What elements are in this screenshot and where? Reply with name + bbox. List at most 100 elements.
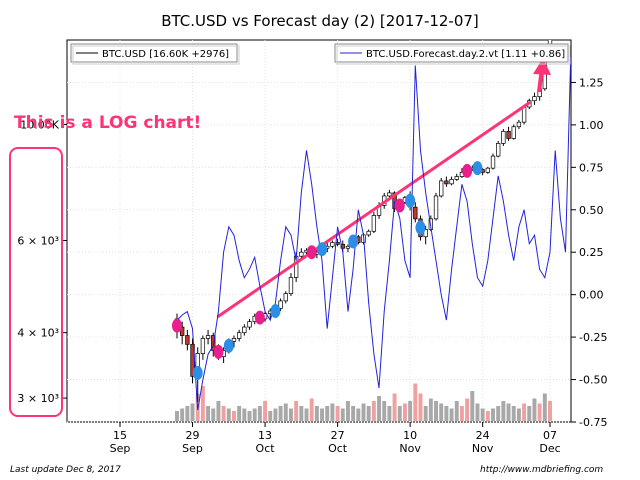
volume-bar xyxy=(294,401,299,421)
volume-bar xyxy=(434,401,438,421)
candle-body xyxy=(506,131,511,139)
candle-body xyxy=(345,245,351,249)
volume-bar xyxy=(232,411,236,421)
volume-bar xyxy=(382,401,387,421)
candle-body xyxy=(283,293,288,302)
right-axis-tick-label: -0.25 xyxy=(579,331,607,344)
volume-bar xyxy=(444,406,449,421)
volume-bar xyxy=(491,408,495,421)
volume-bar xyxy=(397,406,402,421)
right-axis-tick-label: 1.25 xyxy=(579,76,604,89)
legend-left: BTC.USD [16.60K +2976] xyxy=(70,43,240,65)
signal-marker xyxy=(405,193,416,208)
candle-body xyxy=(299,251,304,257)
volume-bar xyxy=(371,401,376,421)
volume-bar xyxy=(330,403,335,421)
legend-right-label: BTC.USD.Forecast.day.2.vt [1.11 +0.86] xyxy=(366,49,565,60)
x-axis-tick-label-day: 29 xyxy=(186,429,200,442)
candle-body xyxy=(366,230,371,236)
volume-bars xyxy=(175,383,552,421)
volume-bar xyxy=(237,406,242,421)
right-axis-tick-label: 0.00 xyxy=(579,289,604,302)
volume-bar xyxy=(428,398,433,421)
candle-body xyxy=(521,106,527,123)
volume-bar xyxy=(211,408,216,421)
candle-body xyxy=(516,121,522,128)
signal-marker xyxy=(462,163,473,178)
candle-body xyxy=(501,131,506,144)
volume-bar xyxy=(299,406,304,421)
chart-title: BTC.USD vs Forecast day (2) [2017-12-07] xyxy=(161,12,479,30)
volume-bar xyxy=(537,403,542,421)
x-axis-tick-label-month: Nov xyxy=(399,442,421,455)
forecast-line xyxy=(176,56,571,411)
legend-left-label: BTC.USD [16.60K +2976] xyxy=(102,49,229,60)
candle-body xyxy=(387,192,392,197)
volume-bar xyxy=(522,403,527,421)
volume-bar xyxy=(377,396,382,421)
volume-bar xyxy=(392,393,397,421)
volume-bar xyxy=(252,408,257,421)
right-axis-tick-label: -0.75 xyxy=(579,416,607,429)
x-axis-tick-label-day: 15 xyxy=(113,429,127,442)
candle-body xyxy=(511,126,516,139)
volume-bar xyxy=(221,406,226,421)
plot-area xyxy=(66,39,572,423)
volume-bar xyxy=(361,403,366,421)
volume-bar xyxy=(247,411,252,421)
left-axis-tick-label: 4 × 10³ xyxy=(17,327,59,340)
candle-body xyxy=(433,195,439,220)
volume-bar xyxy=(175,411,179,421)
candle-body xyxy=(444,180,449,185)
footer-source-url: http://www.mdbriefing.com xyxy=(480,465,603,475)
volume-bar xyxy=(387,406,392,421)
x-axis-tick-label-day: 10 xyxy=(403,429,417,442)
candle-body xyxy=(205,335,211,339)
volume-bar xyxy=(263,401,268,421)
footer-last-update: Last update Dec 8, 2017 xyxy=(10,465,121,475)
x-axis-tick-label-month: Sep xyxy=(182,442,203,455)
signal-marker xyxy=(254,310,265,325)
candle-body xyxy=(180,326,185,336)
volume-bar xyxy=(413,383,418,421)
volume-bar xyxy=(325,406,330,421)
volume-bar xyxy=(320,408,325,421)
volume-bar xyxy=(459,406,464,421)
candle-body xyxy=(288,277,294,294)
right-axis-tick-label: 0.25 xyxy=(579,246,604,259)
candle-body xyxy=(330,242,335,247)
volume-bar xyxy=(449,408,454,421)
right-axis: 1.25 1.00 0.75 0.50 0.25 0.00 -0.25 -0.50 -0.75 xyxy=(571,76,607,429)
volume-bar xyxy=(180,408,185,421)
signal-marker xyxy=(415,220,426,235)
signal-marker xyxy=(472,161,483,176)
volume-bar xyxy=(288,408,293,421)
x-axis-tick-label-month: Dec xyxy=(539,442,560,455)
signal-markers xyxy=(171,161,483,380)
left-axis-tick-label: 6 × 10³ xyxy=(17,235,59,248)
volume-bar xyxy=(439,403,444,421)
candle-body xyxy=(454,176,459,180)
volume-bar xyxy=(496,406,501,421)
volume-bar xyxy=(206,406,211,421)
x-axis-tick-label-month: Nov xyxy=(472,442,494,455)
volume-bar xyxy=(335,406,340,421)
candle-body xyxy=(236,332,242,339)
volume-bar xyxy=(532,398,537,421)
volume-bar xyxy=(366,406,371,421)
x-axis-tick-label-day: 24 xyxy=(476,429,490,442)
volume-bar xyxy=(542,393,547,421)
volume-bar xyxy=(268,411,273,421)
volume-bar xyxy=(278,406,283,421)
left-axis: 10.00K 6 × 10³ 4 × 10³ 3 × 10³ xyxy=(17,118,67,405)
signal-marker xyxy=(306,245,317,260)
right-axis-tick-label: -0.50 xyxy=(579,374,607,387)
volume-bar xyxy=(480,408,485,421)
x-axis-tick-label-day: 13 xyxy=(258,429,272,442)
trend-line xyxy=(216,101,531,318)
volume-bar xyxy=(402,403,407,421)
x-axis-tick-label-month: Sep xyxy=(110,442,131,455)
signal-marker xyxy=(317,242,328,257)
volume-bar xyxy=(242,408,247,421)
candle-body xyxy=(532,96,537,102)
